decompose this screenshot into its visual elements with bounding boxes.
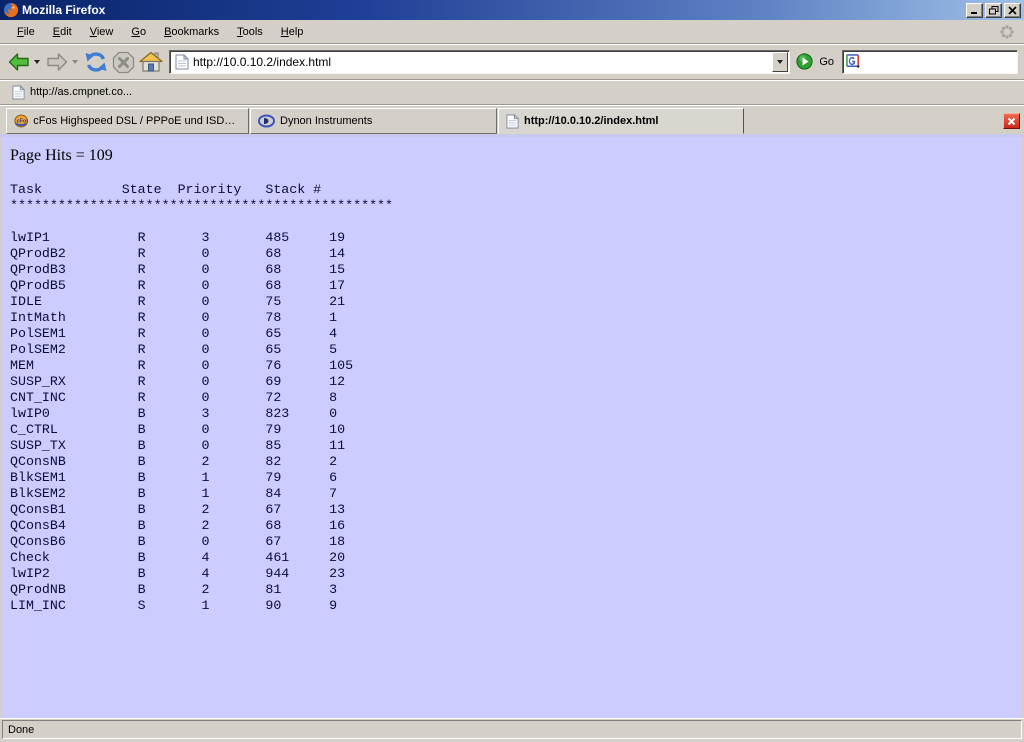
dynon-favicon xyxy=(258,114,275,128)
tab-active-index[interactable]: http://10.0.10.2/index.html xyxy=(498,108,744,134)
go-button[interactable]: Go xyxy=(796,53,834,70)
close-button[interactable] xyxy=(1004,2,1021,18)
menu-go[interactable]: Go xyxy=(131,25,147,38)
home-button[interactable] xyxy=(137,49,165,75)
tab-label: cFos Highspeed DSL / PPPoE und ISDN CAP.… xyxy=(33,115,241,127)
menu-edit[interactable]: Edit xyxy=(52,25,72,38)
page-icon xyxy=(12,84,25,99)
table-separator: ****************************************… xyxy=(10,198,394,213)
url-input[interactable] xyxy=(193,52,773,71)
reload-icon xyxy=(85,51,107,72)
reload-button[interactable] xyxy=(82,49,110,75)
table-row: C_CTRL B 0 79 10 xyxy=(10,422,346,437)
back-dropdown[interactable] xyxy=(34,59,40,64)
bookmarks-toolbar: http://as.cmpnet.co... xyxy=(0,80,1024,105)
window-title: Mozilla Firefox xyxy=(22,3,106,17)
table-row: QConsNB B 2 82 2 xyxy=(10,454,338,469)
page-icon xyxy=(175,53,189,69)
minimize-icon xyxy=(971,11,977,14)
table-row: QConsB6 B 0 67 18 xyxy=(10,534,346,549)
firefox-icon xyxy=(4,3,19,18)
table-row: QConsB4 B 2 68 16 xyxy=(10,518,346,533)
navigation-toolbar: Go xyxy=(0,44,1024,80)
task-table: Task State Priority Stack # *************… xyxy=(10,182,1022,614)
table-row: IDLE R 0 75 21 xyxy=(10,294,346,309)
go-icon xyxy=(796,53,813,70)
table-row: QProdB2 R 0 68 14 xyxy=(10,246,346,261)
table-row: SUSP_RX R 0 69 12 xyxy=(10,374,346,389)
table-row: lwIP1 R 3 485 19 xyxy=(10,230,346,245)
bookmark-label: http://as.cmpnet.co... xyxy=(30,86,133,98)
table-row: SUSP_TX B 0 85 11 xyxy=(10,438,346,453)
forward-dropdown[interactable] xyxy=(72,59,78,64)
cfos-favicon: cFos xyxy=(14,114,29,128)
close-icon xyxy=(1008,5,1017,15)
table-row: QProdB5 R 0 68 17 xyxy=(10,278,346,293)
minimize-button[interactable] xyxy=(966,2,983,18)
menu-view[interactable]: View xyxy=(89,25,114,38)
table-row: PolSEM1 R 0 65 4 xyxy=(10,326,338,341)
stop-button[interactable] xyxy=(110,49,137,75)
back-button[interactable] xyxy=(6,49,32,75)
table-row: BlkSEM2 B 1 84 7 xyxy=(10,486,338,501)
menu-items: File Edit View Go Bookmarks Tools Help xyxy=(8,23,312,41)
page-icon xyxy=(506,113,519,128)
menu-bookmarks[interactable]: Bookmarks xyxy=(164,25,220,38)
page-hits-text: Page Hits = 109 xyxy=(10,147,113,164)
tab-dynon[interactable]: Dynon Instruments xyxy=(250,108,497,134)
tab-cfos[interactable]: cFos cFos Highspeed DSL / PPPoE und ISDN… xyxy=(6,108,249,134)
go-label: Go xyxy=(819,55,834,68)
tab-bar: cFos cFos Highspeed DSL / PPPoE und ISDN… xyxy=(0,105,1024,137)
google-engine-icon xyxy=(846,54,861,69)
restore-icon xyxy=(988,5,998,14)
home-icon xyxy=(139,51,163,72)
table-row: MEM R 0 76 105 xyxy=(10,358,354,373)
tab-label: http://10.0.10.2/index.html xyxy=(524,115,659,127)
status-bar: Done xyxy=(0,718,1024,742)
table-row: lwIP2 B 4 944 23 xyxy=(10,566,346,581)
forward-button[interactable] xyxy=(44,49,70,75)
status-text: Done xyxy=(8,723,35,736)
table-header: Task State Priority Stack # xyxy=(10,182,322,197)
forward-icon xyxy=(47,52,68,71)
table-row: PolSEM2 R 0 65 5 xyxy=(10,342,338,357)
close-icon xyxy=(1007,117,1016,125)
table-row: BlkSEM1 B 1 79 6 xyxy=(10,470,338,485)
close-tab-button[interactable] xyxy=(1003,113,1020,129)
search-bar xyxy=(842,49,1018,74)
restore-button[interactable] xyxy=(985,2,1002,18)
stop-icon xyxy=(112,51,135,73)
menu-bar: File Edit View Go Bookmarks Tools Help xyxy=(0,20,1024,44)
tab-label: Dynon Instruments xyxy=(280,115,373,127)
table-row: CNT_INC R 0 72 8 xyxy=(10,390,338,405)
blank-line xyxy=(10,214,1022,230)
title-bar: Mozilla Firefox xyxy=(0,0,1024,20)
table-row: QConsB1 B 2 67 13 xyxy=(10,502,346,517)
table-row: QProdNB B 2 81 3 xyxy=(10,582,338,597)
menu-file[interactable]: File xyxy=(17,25,35,38)
url-dropdown-button[interactable] xyxy=(772,51,789,72)
search-input[interactable] xyxy=(862,52,1017,71)
url-bar xyxy=(169,49,791,74)
page-content: Page Hits = 109 Task State Priority Stac… xyxy=(0,137,1024,718)
menu-tools[interactable]: Tools xyxy=(237,25,263,38)
table-row: Check B 4 461 20 xyxy=(10,550,346,565)
throbber-icon xyxy=(1000,24,1014,39)
table-row: LIM_INC S 1 90 9 xyxy=(10,598,338,613)
chevron-down-icon xyxy=(777,59,784,64)
back-icon xyxy=(8,52,29,71)
menu-help[interactable]: Help xyxy=(280,25,304,38)
table-row: IntMath R 0 78 1 xyxy=(10,310,338,325)
svg-text:cFos: cFos xyxy=(17,118,29,124)
table-row: QProdB3 R 0 68 15 xyxy=(10,262,346,277)
table-row: lwIP0 B 3 823 0 xyxy=(10,406,338,421)
status-panel: Done xyxy=(2,720,1022,739)
window-controls xyxy=(966,2,1021,18)
bookmark-item[interactable]: http://as.cmpnet.co... xyxy=(8,83,136,102)
